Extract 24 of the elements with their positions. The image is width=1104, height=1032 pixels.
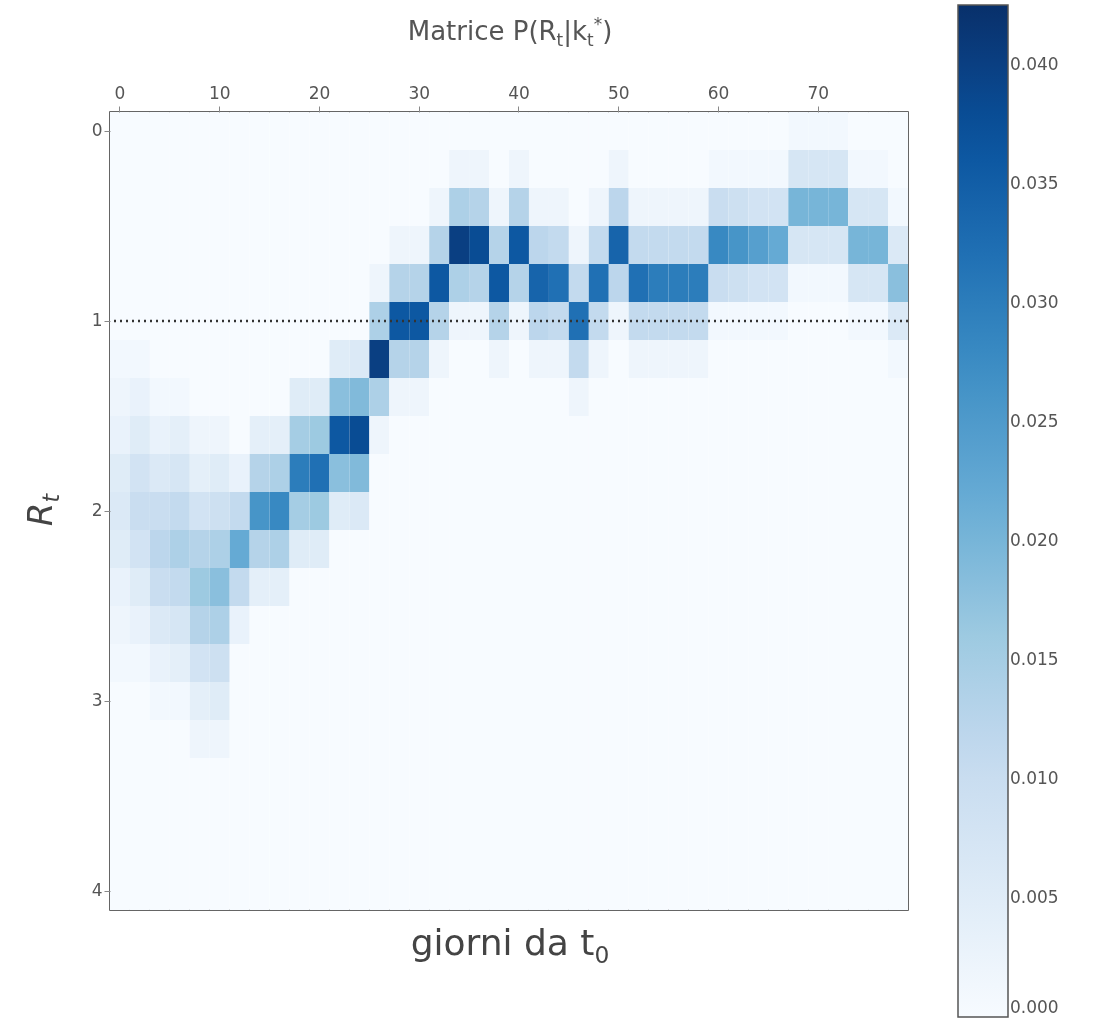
- color-bar-label: 0.035: [1010, 172, 1059, 193]
- color-bar-label: 0.005: [1010, 886, 1059, 907]
- x-tick-label: 0: [114, 82, 126, 103]
- x-tick-label: 30: [408, 82, 431, 103]
- y-tick-label: 3: [91, 690, 103, 710]
- chart-title: Matrice P(R$_{t}$|k$_{t}$$^{*}$): [407, 14, 613, 50]
- y-tick-label: 4: [91, 880, 103, 900]
- color-bar-label: 0.040: [1010, 53, 1059, 74]
- x-axis-title: giorni da t$_{0}$: [410, 922, 610, 970]
- y-tick-label: 1: [91, 310, 103, 330]
- x-tick-label: 10: [208, 82, 231, 103]
- x-tick-label: 40: [508, 82, 530, 103]
- x-tick-label: 60: [707, 82, 730, 103]
- y-tick-label: 0: [91, 120, 103, 140]
- color-bar-label: 0.025: [1010, 410, 1059, 431]
- color-bar-label: 0.015: [1010, 648, 1059, 669]
- color-bar-label: 0.000: [1010, 997, 1059, 1017]
- y-tick-label: 2: [91, 500, 103, 520]
- x-tick-label: 20: [308, 82, 331, 103]
- color-bar-label: 0.020: [1010, 529, 1059, 550]
- color-bar-label: 0.030: [1010, 291, 1059, 312]
- x-tick-label: 50: [607, 82, 630, 103]
- color-bar-label: 0.010: [1010, 767, 1059, 788]
- x-tick-label: 70: [807, 82, 830, 103]
